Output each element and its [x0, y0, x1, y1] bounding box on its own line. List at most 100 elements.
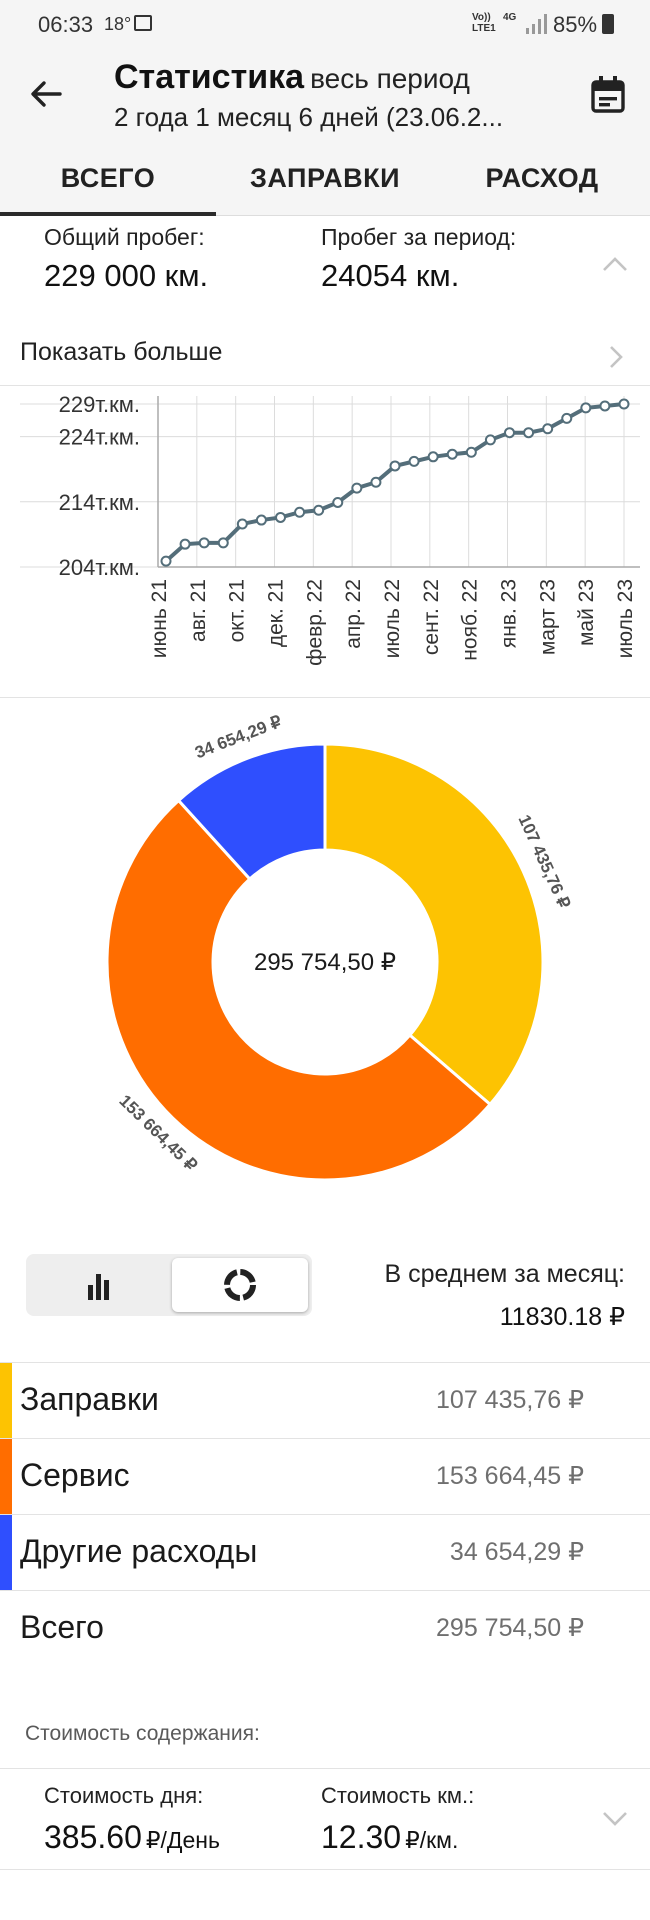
mobile-data-icon: 4G: [503, 12, 517, 23]
category-amount: 107 435,76 ₽: [436, 1386, 584, 1414]
x-tick-label: март 23: [536, 579, 559, 655]
list-item[interactable]: Другие расходы 34 654,29 ₽: [0, 1514, 650, 1591]
x-tick-label: апр. 22: [342, 579, 365, 649]
list-item[interactable]: Сервис 153 664,45 ₽: [0, 1438, 650, 1515]
gallery-icon: [134, 15, 152, 31]
mileage-series-line: [164, 402, 625, 563]
km-cost-value: 12.30 ₽/км.: [321, 1819, 459, 1855]
chart-type-toggle: [26, 1254, 312, 1316]
data-point: [484, 434, 496, 446]
data-point: [465, 446, 477, 458]
calendar-icon[interactable]: [590, 76, 626, 114]
show-more-row[interactable]: Показать больше: [0, 328, 650, 386]
status-bar: 06:33 18° Vo)) LTE1 4G 85%: [0, 0, 650, 50]
data-point: [160, 555, 172, 567]
x-tick-label: нояб. 22: [459, 579, 482, 661]
app-toolbar: Статистика весь период 2 года 1 месяц 6 д…: [0, 50, 650, 140]
period-subtitle: 2 года 1 месяц 6 дней (23.06.2...: [114, 102, 504, 132]
data-point: [389, 460, 401, 472]
donut-slice-service[interactable]: [105, 798, 493, 1182]
back-arrow-icon[interactable]: [28, 76, 64, 112]
data-point: [236, 518, 248, 530]
x-tick-label: июль 23: [614, 579, 637, 658]
data-point: [542, 423, 554, 435]
show-more-label: Показать больше: [20, 338, 223, 366]
data-point: [599, 400, 611, 412]
day-cost-value: 385.60 ₽/День: [44, 1819, 220, 1855]
data-point: [580, 402, 592, 414]
data-point: [504, 427, 515, 439]
day-cost-unit: ₽/День: [145, 1827, 220, 1853]
x-tick-label: февр. 22: [303, 579, 326, 666]
day-cost-label: Стоимость дня:: [44, 1783, 204, 1808]
y-tick-label: 224т.км.: [59, 425, 140, 450]
donut-center-total: 295 754,50 ₽: [254, 949, 396, 976]
list-item[interactable]: Заправки 107 435,76 ₽: [0, 1362, 650, 1439]
tab-all[interactable]: ВСЕГО: [0, 140, 216, 216]
total-row: Всего 295 754,50 ₽: [0, 1590, 650, 1666]
donut-slice-refuels[interactable]: [323, 742, 545, 1107]
x-tick-label: сент. 22: [420, 579, 443, 655]
signal-icon: [526, 14, 547, 34]
x-tick-label: июль 22: [381, 579, 404, 658]
chevron-down-icon[interactable]: [600, 1808, 630, 1828]
mileage-chart-svg: 229т.км. 224т.км. 214т.км. 204т.км. июнь 21 а…: [20, 392, 640, 666]
data-point: [217, 537, 229, 549]
total-amount: 295 754,50 ₽: [436, 1614, 584, 1642]
data-point: [198, 537, 210, 549]
chevron-up-icon[interactable]: [600, 254, 630, 274]
x-tick-label: дек. 21: [265, 579, 288, 647]
monthly-average-label: В среднем за месяц:: [384, 1260, 625, 1288]
x-tick-label: авг. 21: [187, 579, 210, 642]
tab-bar: ВСЕГО ЗАПРАВКИ РАСХОД: [0, 140, 650, 216]
bar-view-button[interactable]: [30, 1258, 166, 1312]
tab-refuels[interactable]: ЗАПРАВКИ: [250, 163, 400, 193]
category-name: Сервис: [20, 1457, 130, 1493]
upkeep-cost-card: Стоимость дня: 385.60 ₽/День Стоимость км…: [0, 1768, 650, 1870]
data-point: [523, 427, 535, 439]
tab-expenses[interactable]: РАСХОД: [485, 163, 599, 193]
monthly-average-value: 11830.18 ₽: [499, 1303, 625, 1331]
data-point: [408, 455, 420, 467]
data-point: [446, 448, 458, 460]
data-point: [618, 398, 630, 410]
mileage-summary: Общий пробег: 229 000 км. Пробег за пери…: [0, 216, 650, 316]
expense-breakdown-list: Заправки 107 435,76 ₽ Сервис 153 664,45 …: [0, 1362, 650, 1666]
temperature: 18°: [104, 14, 132, 34]
battery-percent: 85%: [553, 12, 598, 37]
y-tick-label: 214т.км.: [59, 490, 140, 515]
x-tick-label: окт. 21: [226, 579, 249, 642]
category-amount: 34 654,29 ₽: [449, 1538, 584, 1566]
category-amount: 153 664,45 ₽: [436, 1462, 584, 1490]
x-tick-label: янв. 23: [498, 579, 521, 648]
x-tick-label: июнь 21: [148, 579, 171, 658]
donut-slice-other[interactable]: [176, 742, 327, 882]
total-name: Всего: [20, 1609, 104, 1645]
color-swatch: [0, 1363, 12, 1439]
donut-view-button[interactable]: [172, 1258, 308, 1312]
km-cost-unit: ₽/км.: [405, 1827, 459, 1853]
donut-icon: [224, 1269, 256, 1301]
upkeep-title: Стоимость содержания:: [25, 1722, 260, 1745]
data-point: [427, 451, 439, 463]
data-point: [332, 496, 344, 508]
total-mileage-label: Общий пробег:: [44, 224, 205, 250]
data-point: [351, 482, 363, 494]
battery-icon: [602, 14, 614, 34]
data-point: [313, 504, 325, 516]
data-point: [561, 412, 573, 424]
period-label: весь период: [310, 63, 470, 94]
network-indicator: Vo)) LTE1: [472, 12, 496, 34]
clock: 06:33: [38, 12, 94, 37]
km-cost-label: Стоимость км.:: [321, 1783, 475, 1808]
page-title: Статистика: [114, 58, 305, 96]
donut-chart-svg: 107 435,76 ₽153 664,45 ₽34 654,29 ₽295 7…: [105, 712, 574, 1182]
data-point: [275, 511, 286, 523]
chevron-right-icon: [610, 346, 623, 368]
color-swatch: [0, 1439, 12, 1515]
period-mileage-value: 24054 км.: [321, 258, 460, 293]
data-point: [179, 538, 191, 550]
data-point: [255, 514, 267, 526]
period-mileage-label: Пробег за период:: [321, 224, 517, 250]
data-point: [294, 506, 306, 518]
